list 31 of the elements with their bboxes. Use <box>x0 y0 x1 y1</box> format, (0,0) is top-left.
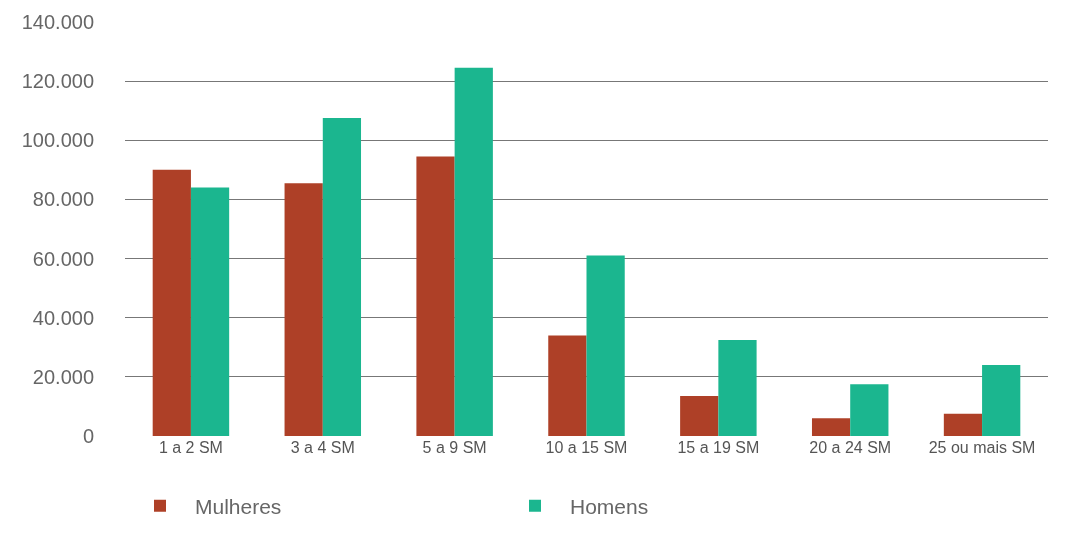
bar <box>586 255 625 436</box>
legend-label: Homens <box>570 495 649 519</box>
bar <box>416 156 455 436</box>
bar <box>982 365 1021 436</box>
bar <box>718 339 757 436</box>
bar <box>190 187 230 436</box>
x-tick-label: 3 a 4 SM <box>290 439 355 456</box>
y-tick-label: 0 <box>82 425 94 447</box>
x-tick-label: 10 a 15 SM <box>545 439 628 456</box>
bar <box>284 183 323 436</box>
x-tick-label: 15 a 19 SM <box>677 439 760 456</box>
x-tick-label: 1 a 2 SM <box>158 439 223 456</box>
bar <box>152 169 191 436</box>
x-tick-label: 20 a 24 SM <box>809 439 892 456</box>
bar <box>680 396 719 436</box>
y-tick-label: 100.000 <box>21 129 94 152</box>
bar <box>943 413 983 436</box>
y-tick-label: 40.000 <box>32 306 94 329</box>
y-tick-label: 20.000 <box>32 365 94 388</box>
bar <box>850 384 889 436</box>
y-tick-label: 60.000 <box>32 247 94 270</box>
y-tick-label: 80.000 <box>32 188 94 211</box>
legend-label: Mulheres <box>195 495 282 519</box>
bar <box>322 118 362 436</box>
y-tick-label: 120.000 <box>21 70 94 93</box>
x-tick-label: 25 ou mais SM <box>928 439 1036 456</box>
y-tick-label: 140.000 <box>21 11 94 33</box>
bar <box>811 418 851 436</box>
bar <box>548 335 587 436</box>
x-tick-label: 5 a 9 SM <box>422 439 487 456</box>
bar <box>454 67 493 436</box>
